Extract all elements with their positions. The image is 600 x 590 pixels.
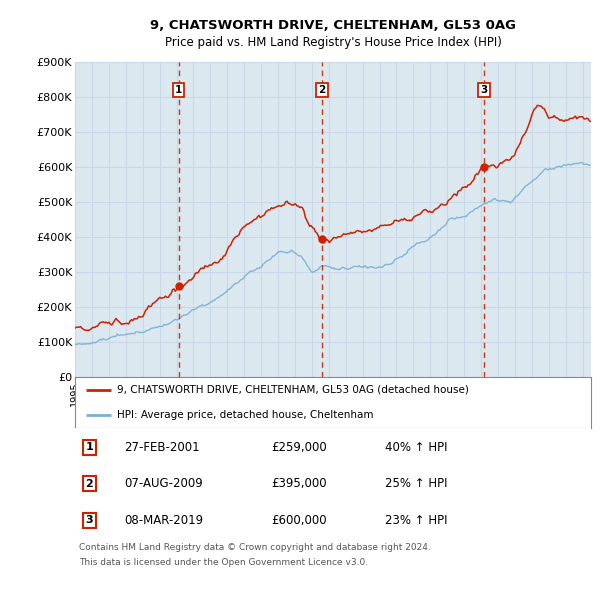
Text: £600,000: £600,000: [271, 514, 327, 527]
Text: 9, CHATSWORTH DRIVE, CHELTENHAM, GL53 0AG: 9, CHATSWORTH DRIVE, CHELTENHAM, GL53 0A…: [150, 19, 516, 32]
Text: 9, CHATSWORTH DRIVE, CHELTENHAM, GL53 0AG (detached house): 9, CHATSWORTH DRIVE, CHELTENHAM, GL53 0A…: [118, 385, 469, 395]
Text: £395,000: £395,000: [271, 477, 327, 490]
Text: 27-FEB-2001: 27-FEB-2001: [124, 441, 200, 454]
Text: £259,000: £259,000: [271, 441, 327, 454]
Text: 25% ↑ HPI: 25% ↑ HPI: [385, 477, 447, 490]
Text: 2: 2: [318, 85, 325, 95]
Text: 3: 3: [86, 515, 93, 525]
Text: Contains HM Land Registry data © Crown copyright and database right 2024.: Contains HM Land Registry data © Crown c…: [79, 543, 431, 552]
Text: This data is licensed under the Open Government Licence v3.0.: This data is licensed under the Open Gov…: [79, 558, 368, 568]
Text: 3: 3: [481, 85, 488, 95]
Text: 1: 1: [175, 85, 182, 95]
Text: HPI: Average price, detached house, Cheltenham: HPI: Average price, detached house, Chel…: [118, 410, 374, 420]
Text: 40% ↑ HPI: 40% ↑ HPI: [385, 441, 447, 454]
Text: 07-AUG-2009: 07-AUG-2009: [124, 477, 203, 490]
Text: 1: 1: [86, 442, 94, 453]
Text: Price paid vs. HM Land Registry's House Price Index (HPI): Price paid vs. HM Land Registry's House …: [164, 36, 502, 49]
Text: 08-MAR-2019: 08-MAR-2019: [124, 514, 203, 527]
Text: 2: 2: [86, 479, 94, 489]
Text: 23% ↑ HPI: 23% ↑ HPI: [385, 514, 447, 527]
